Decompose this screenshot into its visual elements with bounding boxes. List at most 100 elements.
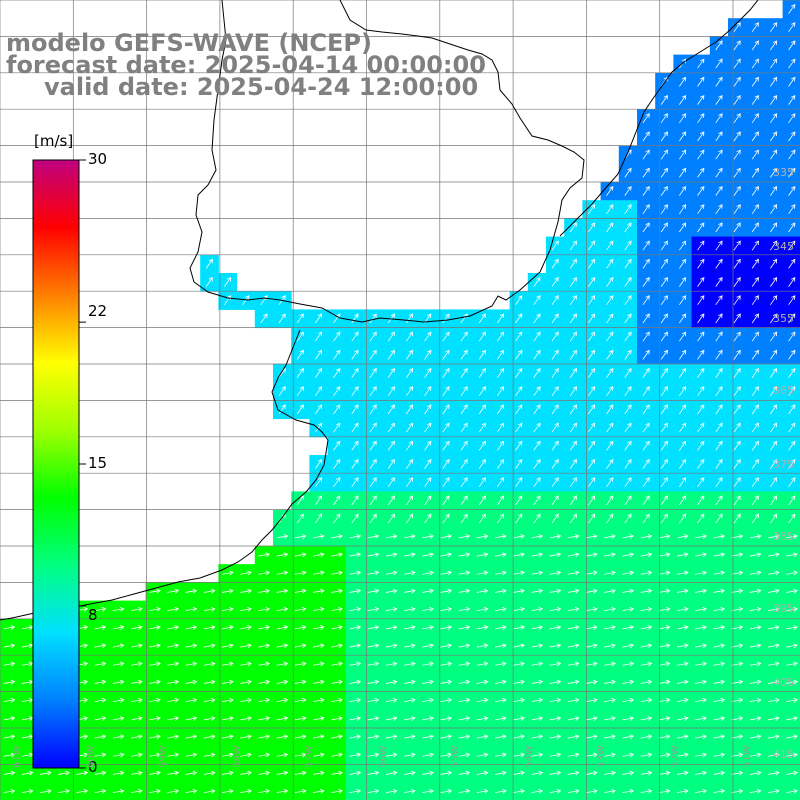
wind-arrow (331, 681, 343, 684)
wind-arrowhead (427, 367, 432, 373)
wind-arrow (404, 608, 415, 612)
wind-arrowhead (538, 552, 544, 558)
wind-arrowhead (411, 770, 416, 776)
wind-arrowhead (229, 716, 234, 721)
wind-arrow (768, 644, 779, 648)
wind-arrowhead (538, 570, 544, 576)
wind-arrowhead (354, 367, 359, 373)
wind-arrow (3, 790, 15, 794)
wind-arrow (658, 644, 670, 648)
wind-arrow (715, 149, 723, 160)
wind-arrow (679, 495, 686, 506)
wind-arrow (404, 535, 415, 539)
wind-arrow (751, 495, 759, 506)
wind-arrowhead (299, 313, 304, 319)
wind-arrowhead (574, 606, 580, 612)
wind-arrow (460, 422, 468, 433)
wind-arrow (476, 553, 488, 557)
wind-arrowhead (210, 661, 216, 667)
wind-arrow (569, 495, 577, 506)
wind-arrow (788, 331, 796, 342)
wind-arrowhead (411, 625, 416, 630)
wind-arrowhead (429, 697, 434, 703)
wind-arrow (440, 699, 452, 703)
wind-arrow (497, 386, 504, 397)
wind-arrowhead (372, 495, 377, 501)
wind-arrow (786, 790, 798, 794)
wind-arrowhead (574, 588, 580, 594)
wind-arrow (679, 222, 686, 233)
wind-arrow (751, 313, 759, 324)
wind-arrowhead (520, 570, 525, 576)
wind-arrow (149, 717, 161, 721)
wind-arrowhead (791, 185, 796, 191)
wind-arrow (131, 644, 142, 648)
wind-arrow (149, 735, 161, 739)
wind-arrowhead (465, 534, 471, 539)
wind-arrowhead (775, 606, 780, 612)
wind-arrowhead (700, 149, 705, 155)
wind-arrow (333, 495, 341, 506)
wind-arrow (770, 441, 777, 451)
wind-arrowhead (520, 606, 525, 612)
wind-arrow (442, 350, 450, 360)
wind-arrowhead (427, 440, 432, 446)
wind-arrowhead (119, 734, 125, 740)
wind-arrow (749, 644, 761, 648)
wind-arrow (369, 404, 377, 415)
wind-arrowhead (720, 588, 726, 594)
wind-arrow (606, 313, 614, 324)
wind-arrow (606, 441, 614, 451)
wind-arrowhead (775, 588, 780, 594)
wind-arrowhead (663, 76, 668, 82)
wind-arrowhead (445, 404, 450, 410)
wind-arrow (276, 790, 288, 794)
wind-arrowhead (738, 534, 744, 539)
wind-arrowhead (299, 331, 304, 337)
wind-arrow (167, 608, 179, 612)
wind-arrowhead (665, 788, 671, 794)
wind-arrow (695, 644, 707, 648)
wind-arrow (458, 681, 470, 684)
wind-arrow (76, 772, 88, 775)
wind-arrow (768, 590, 779, 593)
wind-arrowhead (663, 222, 668, 228)
wind-arrow (679, 386, 686, 397)
wind-arrow (167, 753, 179, 757)
wind-arrowhead (700, 477, 705, 482)
wind-arrowhead (283, 534, 289, 539)
wind-arrow (258, 717, 270, 721)
wind-arrow (385, 681, 397, 684)
wind-arrow (349, 644, 361, 648)
wind-arrowhead (392, 606, 398, 612)
wind-arrowhead (738, 606, 744, 612)
wind-arrow (751, 77, 759, 87)
wind-arrowhead (481, 404, 486, 410)
wind-arrow (749, 790, 761, 794)
wind-arrow (551, 513, 559, 524)
wind-arrow (658, 571, 670, 575)
wind-arrowhead (791, 349, 796, 355)
wind-arrowhead (609, 295, 614, 300)
wind-arrow (569, 259, 577, 269)
wind-arrowhead (372, 367, 377, 373)
wind-arrowhead (684, 770, 689, 776)
wind-arrow (222, 753, 233, 757)
wind-arrowhead (301, 534, 307, 539)
wind-arrow (531, 753, 543, 757)
wind-arrow (331, 535, 343, 539)
wind-arrowhead (265, 752, 271, 758)
title-forecast-date: forecast date: 2025-04-14 00:00:00 (6, 51, 486, 79)
wind-arrow (515, 350, 523, 360)
wind-arrowhead (429, 734, 434, 740)
wind-arrowhead (775, 570, 780, 576)
wind-arrow (422, 772, 434, 775)
wind-arrow (513, 735, 525, 739)
wind-arrow (349, 790, 361, 794)
wind-arrowhead (775, 679, 780, 685)
wind-arrow (733, 259, 741, 269)
wind-arrowhead (645, 440, 650, 446)
wind-arrowhead (590, 331, 596, 337)
wind-arrowhead (684, 606, 689, 612)
